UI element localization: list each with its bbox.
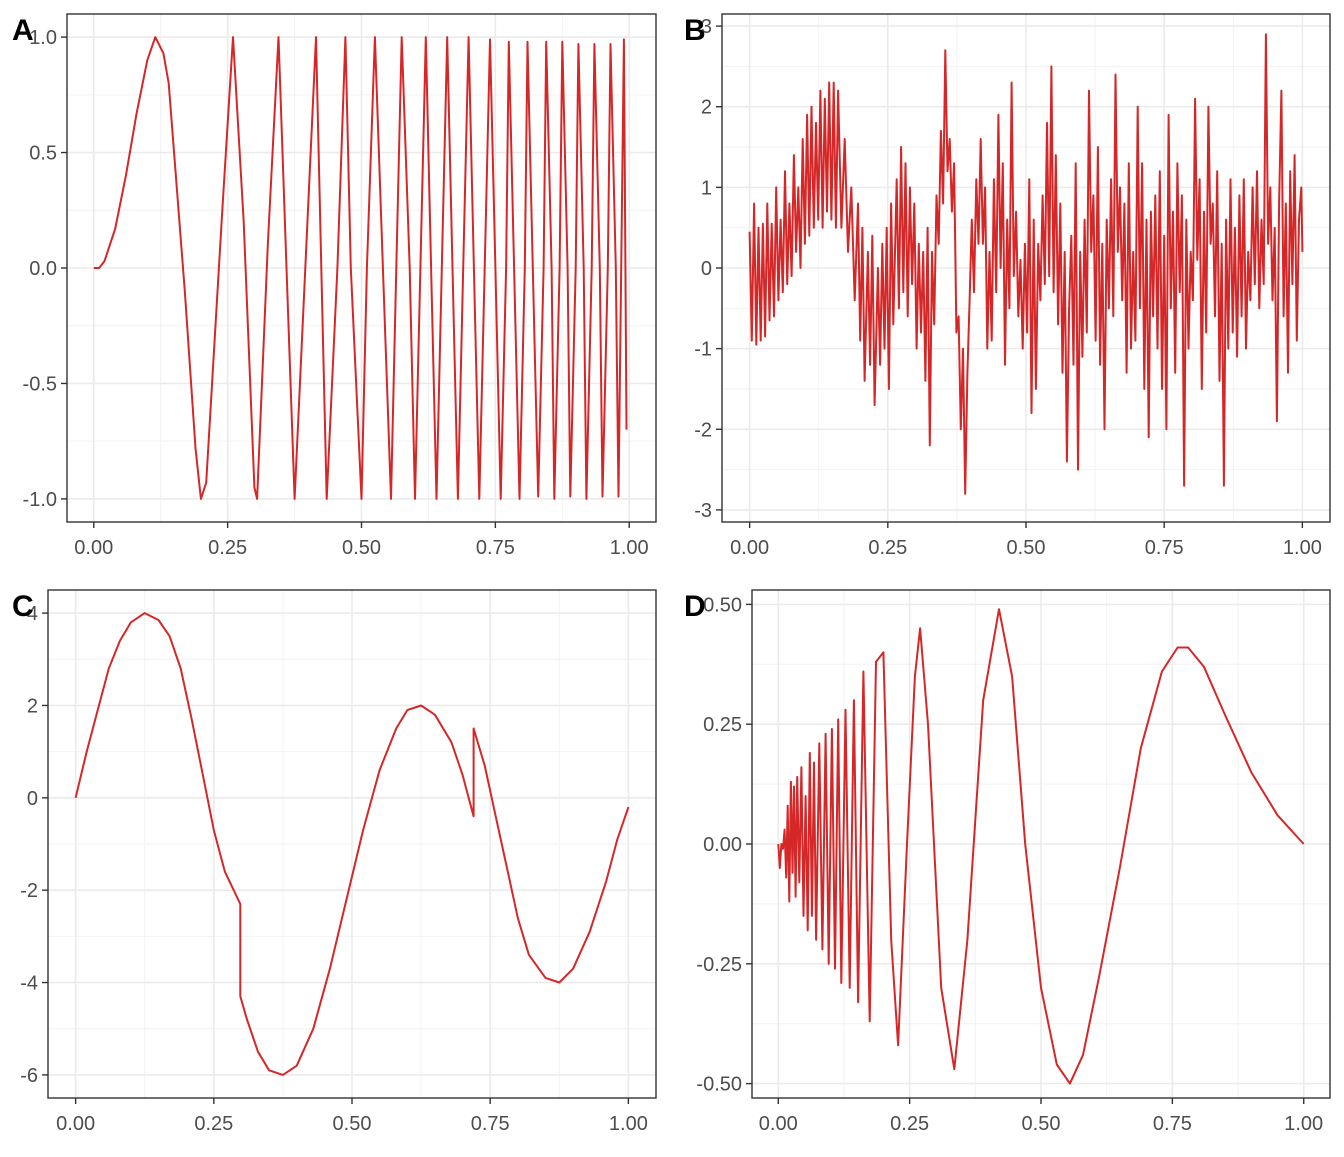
x-tick-label: 0.00 (74, 537, 113, 559)
y-tick-label: -2 (20, 880, 38, 902)
chart-panel-a: 0.00 0.25 0.50 0.75 1.00 -1.0 -0.5 0.0 0.5 1.0 A (0, 0, 672, 576)
chart-panel-b: 0.00 0.25 0.50 0.75 1.00 -3 -2 -1 0 1 2 3 B (672, 0, 1344, 576)
y-tick-label: 2 (701, 97, 712, 119)
x-tick-label: 0.25 (194, 1113, 233, 1135)
panel-label-a: A (12, 14, 34, 47)
chart-svg-d: 0.00 0.25 0.50 0.75 1.00 -0.50 -0.25 0.00 0.25 0.… (696, 589, 1331, 1135)
y-tick-label: -0.5 (23, 373, 57, 395)
y-tick-label: 0.5 (29, 143, 57, 165)
chart-svg-b: 0.00 0.25 0.50 0.75 1.00 -3 -2 -1 0 1 2 3 (694, 13, 1331, 559)
y-tick-label: 1.0 (29, 27, 57, 49)
y-tick-label: 3 (701, 16, 712, 38)
panel-label-c: C (12, 590, 34, 623)
x-tick-label: 0.25 (890, 1113, 929, 1135)
y-tick-label: 0 (701, 258, 712, 280)
y-tick-label: 2 (27, 695, 38, 717)
y-tick-label: 0 (27, 788, 38, 810)
x-tick-label: 0.00 (759, 1113, 798, 1135)
y-tick-label: 0.00 (703, 834, 742, 856)
y-tick-label: -2 (694, 419, 712, 441)
panel-label-d: D (684, 590, 706, 623)
x-tick-label: 0.75 (476, 537, 515, 559)
chart-svg-a: 0.00 0.25 0.50 0.75 1.00 -1.0 -0.5 0.0 0.5 1.0 (23, 13, 657, 559)
x-tick-label: 0.50 (342, 537, 381, 559)
series-line (777, 608, 1305, 1085)
y-tick-label: -6 (20, 1065, 38, 1087)
y-tick-label: 0.25 (703, 714, 742, 736)
y-tick-label: -0.50 (696, 1074, 742, 1096)
x-tick-label: 0.00 (56, 1113, 95, 1135)
x-tick-label: 1.00 (1283, 537, 1322, 559)
y-tick-label: -4 (20, 973, 38, 995)
x-tick-label: 1.00 (610, 537, 649, 559)
x-tick-label: 0.75 (471, 1113, 510, 1135)
series-line (74, 612, 630, 1076)
x-tick-label: 1.00 (609, 1113, 648, 1135)
y-tick-label: -0.25 (696, 954, 742, 976)
y-tick-label: 1 (701, 177, 712, 199)
x-tick-label: 0.50 (333, 1113, 372, 1135)
y-tick-label: -3 (694, 500, 712, 522)
x-tick-label: 0.25 (868, 537, 907, 559)
y-tick-label: -1.0 (23, 489, 57, 511)
y-tick-label: -1 (694, 339, 712, 361)
x-tick-label: 0.75 (1145, 537, 1184, 559)
x-tick-label: 0.00 (730, 537, 769, 559)
chart-panel-d: 0.00 0.25 0.50 0.75 1.00 -0.50 -0.25 0.00 0.25 0.… (672, 576, 1344, 1152)
y-tick-label: 4 (27, 603, 38, 625)
panel-label-b: B (684, 14, 706, 47)
series-line (93, 36, 628, 500)
x-tick-label: 0.50 (1022, 1113, 1061, 1135)
x-tick-label: 0.50 (1007, 537, 1046, 559)
chart-svg-c: 0.00 0.25 0.50 0.75 1.00 -6 -4 -2 0 2 4 (20, 589, 657, 1135)
x-tick-label: 0.25 (208, 537, 247, 559)
chart-panel-c: 0.00 0.25 0.50 0.75 1.00 -6 -4 -2 0 2 4 C (0, 576, 672, 1152)
y-tick-label: 0.0 (29, 258, 57, 280)
y-tick-label: 0.50 (703, 594, 742, 616)
x-tick-label: 1.00 (1284, 1113, 1323, 1135)
series-line (748, 33, 1304, 495)
x-tick-label: 0.75 (1153, 1113, 1192, 1135)
